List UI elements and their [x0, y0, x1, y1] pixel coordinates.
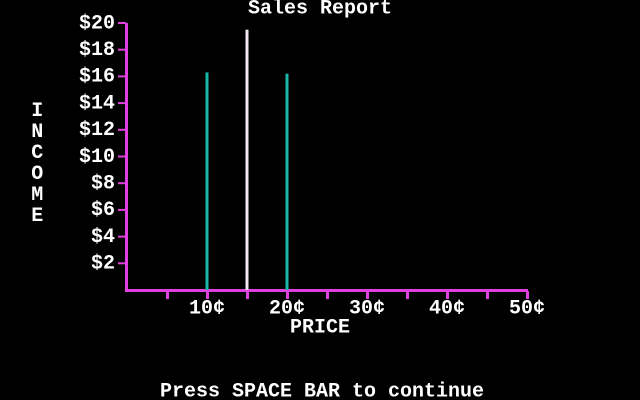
- y-tick-label: $10: [79, 146, 115, 169]
- x-tick-label: 10¢: [189, 297, 225, 320]
- x-tick: [366, 291, 369, 299]
- y-tick-label: $8: [91, 172, 115, 195]
- y-tick: [118, 22, 126, 24]
- bar: [245, 29, 249, 291]
- y-tick-label: $4: [91, 226, 115, 249]
- x-tick: [446, 291, 449, 299]
- x-tick: [206, 291, 209, 299]
- y-tick-label: $6: [91, 199, 115, 222]
- y-axis-label: INCOME: [26, 100, 49, 226]
- y-tick: [118, 128, 126, 131]
- y-tick: [118, 235, 126, 238]
- x-tick-label: 20¢: [269, 297, 305, 320]
- x-axis: [125, 289, 528, 292]
- y-tick: [118, 48, 126, 51]
- y-tick-label: $16: [79, 66, 115, 89]
- x-minor-tick: [246, 291, 249, 299]
- x-tick-label: 30¢: [349, 297, 385, 320]
- y-tick-label: $18: [79, 39, 115, 62]
- y-tick-label: $20: [79, 12, 115, 35]
- y-tick: [118, 102, 126, 105]
- y-tick: [118, 208, 126, 211]
- x-minor-tick: [326, 291, 329, 299]
- prompt: Press SPACE BAR to continue: [160, 380, 484, 400]
- y-tick-label: $2: [91, 253, 115, 276]
- chart-title: Sales Report: [248, 0, 392, 20]
- bar: [205, 72, 209, 291]
- y-axis: [125, 23, 128, 292]
- x-minor-tick: [166, 291, 169, 299]
- y-tick-label: $14: [79, 92, 115, 115]
- y-tick: [118, 75, 126, 78]
- y-tick-label: $12: [79, 119, 115, 142]
- bar: [285, 73, 289, 290]
- x-minor-tick: [486, 291, 489, 299]
- x-axis-label: PRICE: [290, 316, 350, 339]
- x-tick: [286, 291, 289, 299]
- x-tick: [526, 291, 529, 299]
- x-tick-label: 40¢: [429, 297, 465, 320]
- y-tick: [118, 262, 126, 265]
- x-tick-label: 50¢: [509, 297, 545, 320]
- y-tick: [118, 155, 126, 158]
- x-minor-tick: [406, 291, 409, 299]
- y-tick: [118, 182, 126, 185]
